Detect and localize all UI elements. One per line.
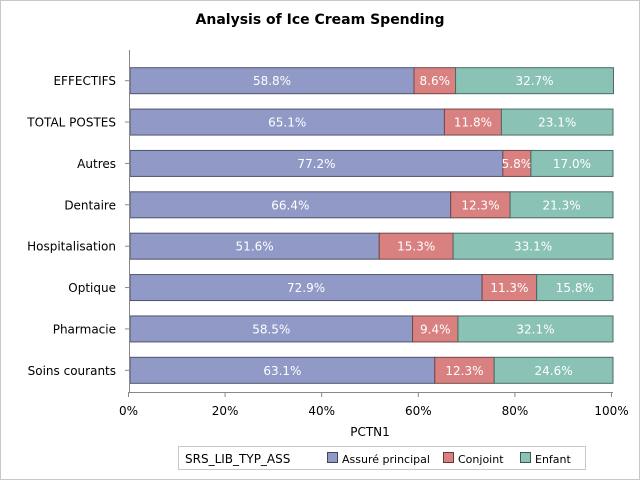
bar-segment (509, 191, 614, 219)
data-label: 21.3% (542, 198, 580, 212)
data-label: 58.8% (253, 74, 291, 88)
bar-segment (500, 108, 614, 136)
bar-segment (129, 67, 415, 95)
data-label: 63.1% (263, 364, 301, 378)
bar-segment (536, 274, 614, 302)
data-label: 32.1% (516, 322, 554, 336)
data-label: 5.8% (502, 157, 533, 171)
data-label: 65.1% (268, 116, 306, 130)
bar-segment (457, 315, 614, 343)
legend-swatch (443, 452, 454, 463)
data-label: 9.4% (420, 322, 451, 336)
bar-segment (502, 149, 532, 177)
legend-label: Assuré principal (342, 453, 430, 466)
data-label: 58.5% (252, 322, 290, 336)
data-label: 51.6% (236, 240, 274, 254)
y-tick-label: TOTAL POSTES (26, 116, 116, 130)
data-label: 77.2% (297, 157, 335, 171)
data-label: 12.3% (445, 364, 483, 378)
bar-segment (455, 67, 614, 95)
x-axis-label: PCTN1 (350, 425, 390, 439)
data-label: 17.0% (553, 157, 591, 171)
legend-box (178, 446, 586, 470)
data-label: 11.3% (490, 281, 528, 295)
bar-segment (129, 356, 436, 384)
data-label: 32.7% (515, 74, 553, 88)
data-label: 23.1% (538, 116, 576, 130)
data-label: 33.1% (514, 240, 552, 254)
bar-segment (493, 356, 614, 384)
legend-swatch (520, 452, 531, 463)
y-tick-label: Hospitalisation (27, 240, 116, 254)
y-tick-label: Dentaire (64, 198, 116, 212)
x-tick-label: 40% (308, 404, 335, 418)
legend-label: Enfant (535, 453, 572, 466)
x-tick-label: 60% (405, 404, 432, 418)
legend-title: SRS_LIB_TYP_ASS (185, 452, 290, 466)
data-label: 15.3% (397, 240, 435, 254)
bar-segment (450, 191, 511, 219)
data-label: 66.4% (271, 198, 309, 212)
legend-swatch (327, 452, 338, 463)
bar-segment (481, 274, 538, 302)
bar-segment (530, 149, 614, 177)
x-tick-label: 100% (594, 404, 628, 418)
bar-segment (443, 108, 502, 136)
bar-segment (452, 232, 614, 260)
data-label: 12.3% (461, 198, 499, 212)
data-label: 8.6% (420, 74, 451, 88)
y-tick-label: Soins courants (28, 364, 116, 378)
x-tick-label: 80% (502, 404, 529, 418)
chart-title: Analysis of Ice Cream Spending (196, 12, 445, 28)
x-tick-label: 20% (212, 404, 239, 418)
legend: SRS_LIB_TYP_ASS Assuré principal Conjoint… (178, 446, 586, 470)
data-label: 11.8% (454, 116, 492, 130)
bar-segment (129, 315, 414, 343)
data-label: 15.8% (556, 281, 594, 295)
y-tick-label: Autres (77, 157, 116, 171)
bar-segment (413, 67, 457, 95)
bar-segment (129, 108, 445, 136)
legend-label: Conjoint (458, 453, 504, 466)
y-tick-label: Pharmacie (53, 322, 116, 336)
y-tick-label: EFFECTIFS (53, 74, 116, 88)
data-label: 24.6% (535, 364, 573, 378)
data-label: 72.9% (287, 281, 325, 295)
bar-segment (412, 315, 459, 343)
x-tick-label: 0% (119, 404, 138, 418)
bar-segment (129, 232, 380, 260)
y-tick-label: Optique (68, 281, 116, 295)
